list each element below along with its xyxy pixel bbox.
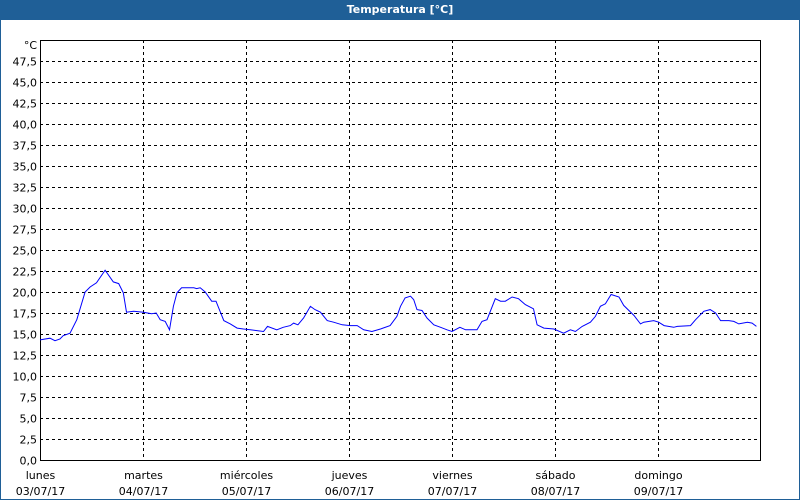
x-tick-day: domingo: [634, 469, 682, 482]
x-tick-date: 08/07/17: [531, 485, 580, 498]
x-tick-day: sábado: [536, 469, 576, 482]
grid: [40, 40, 761, 460]
x-tick-date: 06/07/17: [325, 485, 374, 498]
y-axis-unit: °C: [24, 39, 38, 52]
y-tick-label: 5,0: [20, 413, 38, 426]
y-tick-label: 10,0: [13, 371, 38, 384]
y-tick-label: 25,0: [13, 245, 38, 258]
x-tick-date: 07/07/17: [428, 485, 477, 498]
x-tick-date: 04/07/17: [119, 485, 168, 498]
x-tick-day: viernes: [432, 469, 472, 482]
x-tick-day: lunes: [26, 469, 56, 482]
x-tick-date: 09/07/17: [634, 485, 683, 498]
y-tick-label: 30,0: [13, 203, 38, 216]
y-tick-label: 40,0: [13, 119, 38, 132]
y-tick-label: 27,5: [13, 224, 38, 237]
y-tick-label: 35,0: [13, 161, 38, 174]
y-tick-label: 15,0: [13, 329, 38, 342]
y-tick-label: 47,5: [13, 56, 38, 69]
window-title: Temperatura [°C]: [0, 0, 800, 20]
y-tick-label: 20,0: [13, 287, 38, 300]
x-tick-day: martes: [124, 469, 163, 482]
y-tick-label: 7,5: [20, 392, 38, 405]
y-tick-label: 22,5: [13, 266, 38, 279]
y-tick-label: 17,5: [13, 308, 38, 321]
temperature-line: [39, 269, 757, 342]
y-tick-label: 32,5: [13, 182, 38, 195]
y-tick-label: 45,0: [13, 77, 38, 90]
x-tick-day: jueves: [331, 469, 368, 482]
plot-frame: [40, 40, 761, 461]
x-axis: lunes 03/07/17 martes 04/07/17 miércoles 05/0…: [16, 469, 683, 498]
y-tick-label: 0,0: [20, 455, 38, 468]
x-tick-day: miércoles: [220, 469, 273, 482]
x-tick-date: 03/07/17: [16, 485, 65, 498]
x-tick-date: 05/07/17: [222, 485, 271, 498]
y-tick-label: 37,5: [13, 140, 38, 153]
y-axis: °C 0,0 2,5 5,0 7,5 10,0 12,5 15,0 17,5 20,0 22,5 2…: [13, 39, 38, 468]
y-tick-label: 42,5: [13, 98, 38, 111]
y-tick-label: 12,5: [13, 350, 38, 363]
y-tick-label: 2,5: [20, 434, 38, 447]
